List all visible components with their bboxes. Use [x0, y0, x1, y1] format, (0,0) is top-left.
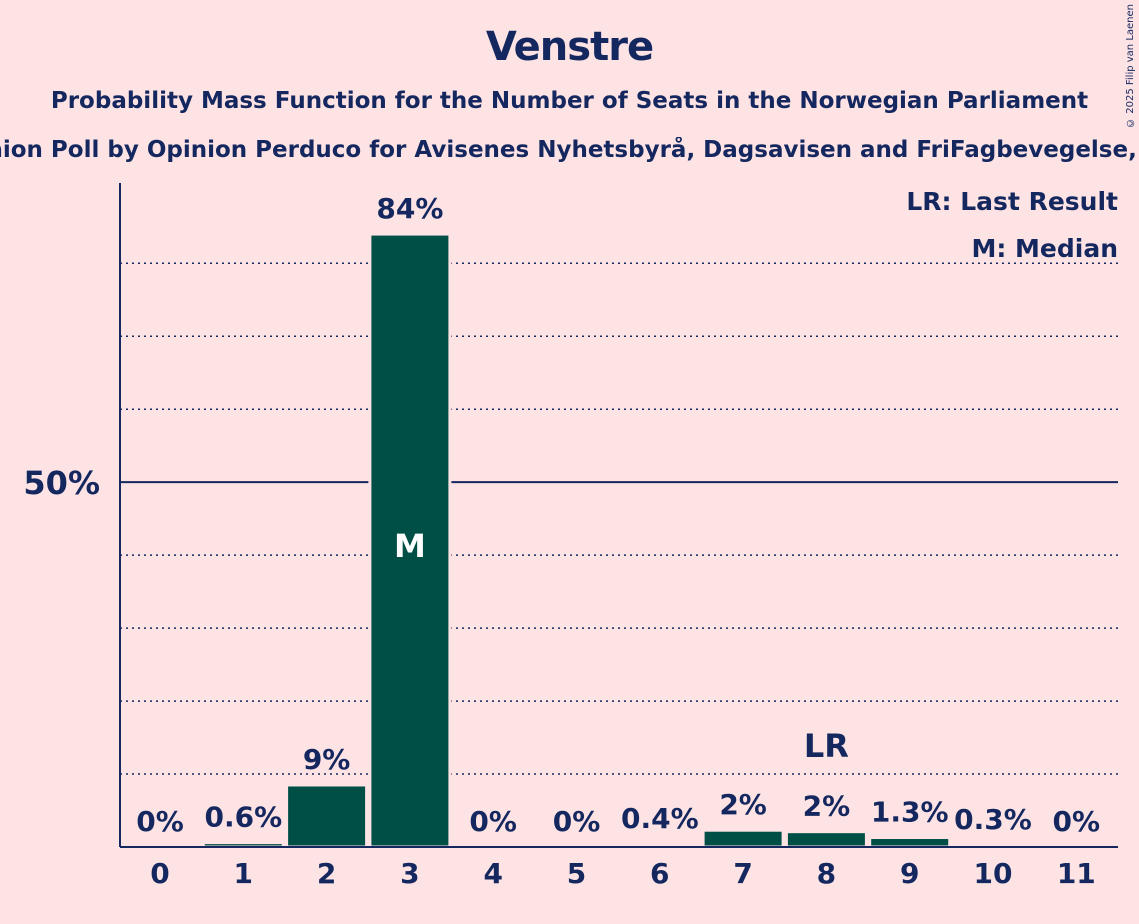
x-tick-label: 10 [974, 857, 1013, 890]
bar-value-label: 2% [719, 788, 767, 821]
x-tick-label: 6 [650, 857, 669, 890]
x-tick-label: 0 [150, 857, 169, 890]
chart-title: Venstre [485, 24, 654, 70]
legend-entry: LR: Last Result [906, 187, 1118, 216]
y-tick-label: 50% [23, 464, 100, 502]
bar-value-label: 0.3% [954, 803, 1032, 836]
chart-subsubtitle: pinion Poll by Opinion Perduco for Avise… [0, 137, 1139, 163]
bar-value-label: 0% [469, 805, 517, 838]
bar-value-label: 0% [1053, 805, 1101, 838]
bar-value-label: 0.4% [621, 802, 699, 835]
x-tick-label: 3 [400, 857, 419, 890]
bar-value-label: 9% [303, 743, 351, 776]
bar-value-label: 0.6% [204, 801, 282, 834]
bar [784, 830, 868, 849]
bar [701, 828, 785, 849]
x-tick-label: 2 [317, 857, 336, 890]
legend-entry: M: Median [971, 234, 1118, 263]
bar-value-label: 0% [553, 805, 601, 838]
x-tick-label: 11 [1057, 857, 1096, 890]
bar-value-label: 1.3% [871, 796, 949, 829]
bar [868, 836, 952, 849]
x-tick-label: 4 [483, 857, 502, 890]
bar-value-label: 84% [376, 192, 443, 225]
x-tick-label: 1 [234, 857, 253, 890]
last-result-marker: LR [804, 727, 849, 765]
chart-subtitle: Probability Mass Function for the Number… [50, 88, 1089, 114]
x-tick-label: 5 [567, 857, 586, 890]
bar-value-label: 2% [803, 790, 851, 823]
bar-value-label: 0% [136, 805, 184, 838]
x-tick-label: 7 [733, 857, 752, 890]
bar [368, 232, 452, 849]
median-marker: M [394, 527, 426, 565]
x-tick-label: 9 [900, 857, 919, 890]
x-tick-label: 8 [817, 857, 836, 890]
bar [285, 783, 369, 849]
